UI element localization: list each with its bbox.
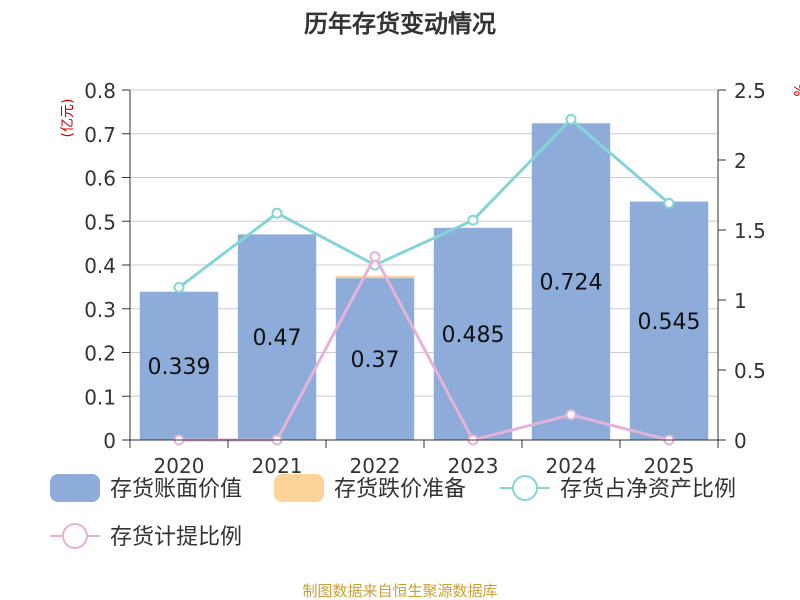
line-point: [565, 409, 577, 421]
line-point: [467, 214, 479, 226]
axes: 0 0.1 0.2 0.3 0.4 0.5 0.6 0.7 0.8 0 0.5 1 1.5 2 2.5 202…: [84, 79, 766, 478]
y-left-tick-label: 0: [103, 429, 116, 453]
line-point: [271, 207, 283, 219]
y-right-tick-label: 0.5: [734, 359, 766, 383]
bar-value-label: 0.724: [540, 271, 603, 296]
bar: [237, 234, 317, 440]
legend-label: 存货账面价值: [110, 477, 242, 502]
y-left-tick-label: 0.8: [84, 79, 116, 103]
y-left-tick-label: 0.6: [84, 167, 116, 191]
series-line-ratio: [178, 117, 670, 289]
x-tick-label: 2022: [350, 454, 401, 478]
y-right-unit: %: [790, 83, 800, 96]
y-left-tick-label: 0.2: [84, 342, 116, 366]
bar-stacked: [335, 275, 415, 279]
bar-label-group: 0.339 0.47 0.37 0.485 0.724 0.545: [148, 271, 701, 380]
footer-source: 制图数据来自恒生聚源数据库: [302, 582, 497, 600]
x-tick-label: 2024: [546, 454, 597, 478]
x-tick-label: 2023: [448, 454, 499, 478]
y-right-tick-label: 2.5: [734, 79, 766, 103]
bar-value-label: 0.47: [253, 326, 302, 351]
bar: [531, 123, 611, 440]
legend-marker: [62, 523, 88, 549]
y-left-tick-label: 0.4: [84, 254, 116, 278]
legend-marker: [512, 475, 538, 501]
y-right-tick-label: 2: [734, 149, 747, 173]
bar-value-label: 0.485: [442, 323, 505, 348]
y-left-tick-label: 0.5: [84, 210, 116, 234]
bar: [433, 227, 513, 440]
bar-group: [139, 123, 709, 440]
legend-swatch: [274, 474, 324, 502]
y-right-tick-label: 1.5: [734, 219, 766, 243]
legend-label: 存货跌价准备: [334, 477, 466, 502]
bar: [629, 201, 709, 440]
y-left-tick-label: 0.1: [84, 385, 116, 409]
y-left-tick-label: 0.7: [84, 123, 116, 147]
grid: [130, 89, 718, 397]
x-tick-label: 2025: [644, 454, 695, 478]
chart-title: 历年存货变动情况: [304, 10, 496, 38]
bar-value-label: 0.37: [351, 348, 400, 373]
y-left-unit: (亿元): [60, 99, 76, 138]
y-right-tick-label: 0: [734, 429, 747, 453]
legend-label: 存货占净资产比例: [560, 477, 736, 502]
x-tick-label: 2020: [154, 454, 205, 478]
y-right-tick-label: 1: [734, 289, 747, 313]
line-point: [369, 251, 381, 263]
y-left-tick-label: 0.3: [84, 298, 116, 322]
line-point: [663, 197, 675, 209]
line-point: [173, 281, 185, 293]
line-point: [565, 113, 577, 125]
legend-swatch: [50, 474, 100, 502]
bar: [139, 291, 219, 440]
bar-value-label: 0.545: [638, 310, 701, 335]
bar-value-label: 0.339: [148, 355, 211, 380]
legend-label: 存货计提比例: [110, 525, 242, 550]
